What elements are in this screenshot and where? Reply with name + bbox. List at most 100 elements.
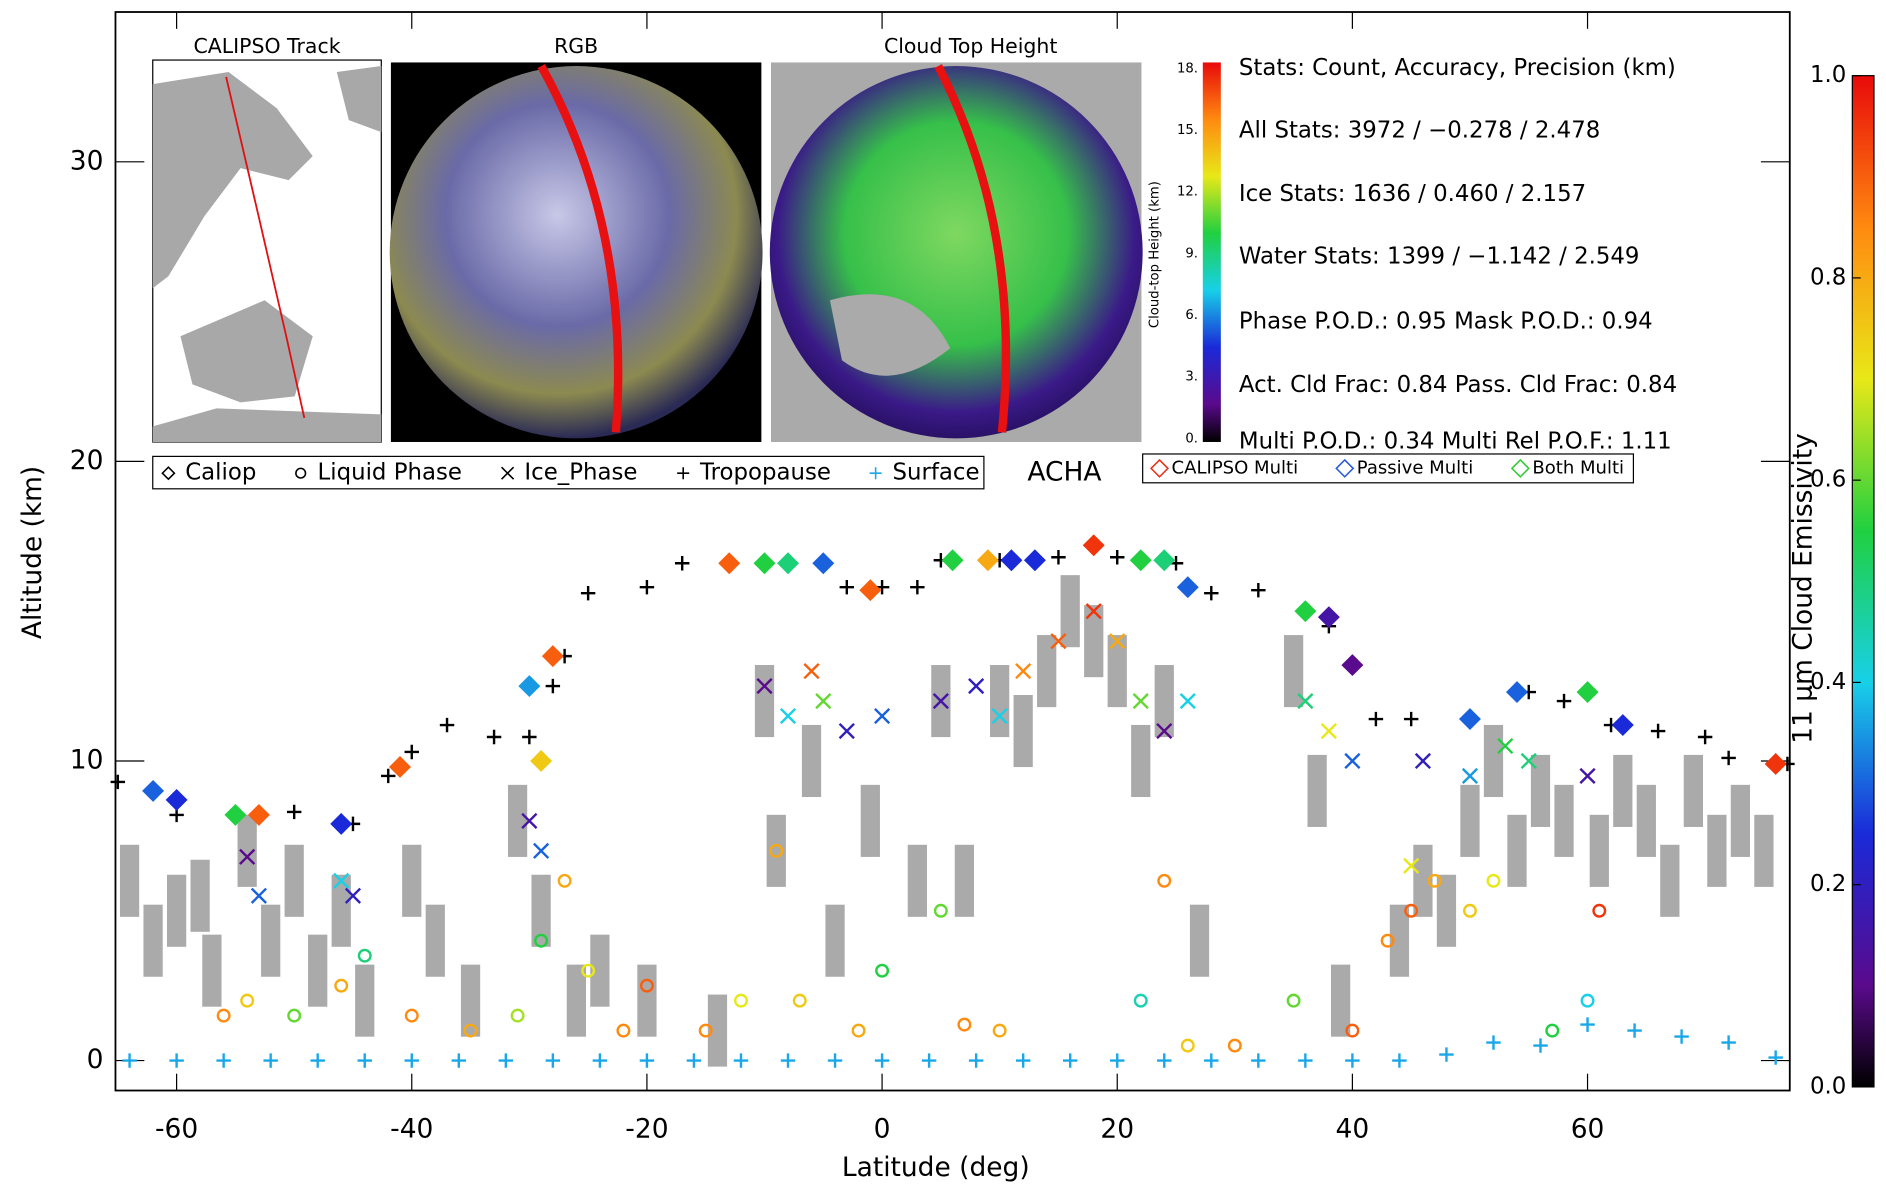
- point: [734, 1053, 748, 1067]
- acha-patch: [1660, 845, 1679, 917]
- point: [1003, 552, 1020, 569]
- point: [735, 995, 747, 1007]
- acha-patch: [426, 905, 445, 977]
- point: [1134, 694, 1148, 708]
- acha-patch: [1554, 785, 1573, 857]
- point: [1063, 1053, 1077, 1067]
- inset-colorbar-tick-label: 9.: [1185, 246, 1198, 261]
- point: [581, 586, 595, 600]
- point: [1580, 1017, 1594, 1031]
- point: [969, 1053, 983, 1067]
- point: [1369, 712, 1383, 726]
- multi-legend-label: CALIPSO Multi: [1172, 457, 1299, 478]
- point: [1579, 684, 1596, 701]
- acha-patch: [637, 965, 656, 1037]
- point: [559, 875, 571, 887]
- acha-patch: [1155, 665, 1174, 737]
- x-tick-label: 60: [1571, 1114, 1605, 1145]
- point: [1181, 694, 1195, 708]
- point: [1533, 1038, 1547, 1052]
- x-tick-label: -60: [155, 1114, 198, 1145]
- point: [546, 679, 560, 693]
- point: [168, 792, 185, 809]
- point: [1251, 1053, 1265, 1067]
- point: [1546, 1025, 1558, 1037]
- point: [252, 889, 266, 903]
- point: [512, 1010, 524, 1022]
- acha-patch: [202, 935, 221, 1007]
- point: [922, 1053, 936, 1067]
- point: [687, 1053, 701, 1067]
- point: [1463, 769, 1477, 783]
- inset-colorbar-tick-label: 0.: [1185, 431, 1198, 446]
- y-tick-label: 10: [70, 744, 104, 775]
- point: [1439, 1047, 1453, 1061]
- point: [1179, 579, 1196, 596]
- point: [218, 1010, 230, 1022]
- acha-patch: [1307, 755, 1326, 827]
- point: [359, 950, 371, 962]
- point: [335, 980, 347, 992]
- point: [405, 1053, 419, 1067]
- multi-legend-label: Both Multi: [1532, 457, 1624, 478]
- point: [853, 1025, 865, 1037]
- point: [534, 844, 548, 858]
- point: [522, 730, 536, 744]
- point: [241, 995, 253, 1007]
- point: [1157, 1053, 1171, 1067]
- inset-colorbar-tick-label: 18.: [1177, 61, 1198, 76]
- colorbar-tick-label: 0.8: [1810, 264, 1846, 290]
- acha-patch: [1084, 605, 1103, 677]
- point: [145, 783, 162, 800]
- point: [1509, 684, 1526, 701]
- stats-line: Stats: Count, Accuracy, Precision (km): [1239, 55, 1676, 81]
- point: [1344, 657, 1361, 674]
- stats-line: Water Stats: 1399 / −1.142 / 2.549: [1239, 244, 1640, 270]
- acha-patch: [955, 845, 974, 917]
- acha-patch: [1590, 815, 1609, 887]
- point: [1580, 769, 1594, 783]
- point: [310, 1053, 324, 1067]
- acha-patch: [1190, 905, 1209, 977]
- x-axis-label: Latitude (deg): [842, 1152, 1030, 1183]
- point: [1768, 1050, 1782, 1064]
- point: [1345, 754, 1359, 768]
- x-tick-label: -20: [625, 1114, 668, 1145]
- point: [452, 1053, 466, 1067]
- point: [1251, 583, 1265, 597]
- point: [392, 759, 409, 776]
- point: [1488, 875, 1500, 887]
- point: [781, 1053, 795, 1067]
- point: [1027, 552, 1044, 569]
- inset-colorbar-tick-label: 12.: [1177, 185, 1198, 200]
- point: [1298, 1053, 1312, 1067]
- point: [815, 555, 832, 572]
- point: [1016, 1053, 1030, 1067]
- point: [287, 805, 301, 819]
- inset-colorbar-label: Cloud-top Height (km): [1148, 181, 1163, 328]
- acha-patch: [1460, 785, 1479, 857]
- acha-patch: [825, 905, 844, 977]
- acha-patch: [261, 905, 280, 977]
- acha-patch: [1684, 755, 1703, 827]
- point: [618, 1025, 630, 1037]
- point: [840, 724, 854, 738]
- inset-title: CALIPSO Track: [194, 34, 341, 58]
- inset-title: RGB: [554, 34, 598, 58]
- point: [544, 648, 561, 665]
- acha-patch: [1484, 725, 1503, 797]
- point: [1135, 995, 1147, 1007]
- legend-label: Ice_Phase: [524, 460, 637, 486]
- acha-patch: [1707, 815, 1726, 887]
- point: [1182, 1040, 1194, 1052]
- point: [1594, 905, 1606, 917]
- colorbar-tick-label: 0.0: [1810, 1073, 1846, 1099]
- legend-label: Caliop: [185, 460, 256, 486]
- acha-patch: [990, 665, 1009, 737]
- inset-colorbar-tick-label: 3.: [1185, 370, 1198, 385]
- y-tick-label: 20: [70, 445, 104, 476]
- acha-patch: [1731, 785, 1750, 857]
- point: [1322, 724, 1336, 738]
- point: [1464, 905, 1476, 917]
- stats-line: All Stats: 3972 / −0.278 / 2.478: [1239, 117, 1600, 143]
